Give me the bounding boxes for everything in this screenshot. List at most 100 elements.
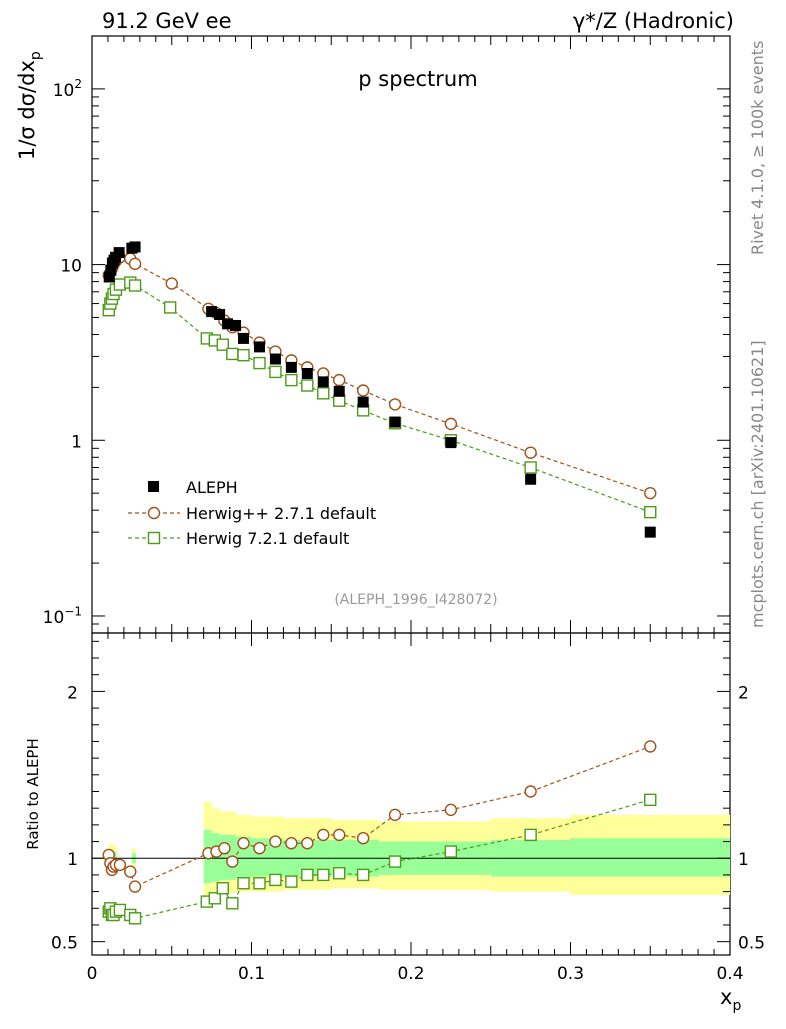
main-herwig7-point — [285, 373, 298, 387]
main-herwigpp-point — [165, 277, 178, 290]
ratio-herwig7-point — [285, 875, 298, 888]
main-herwig7-point — [269, 365, 282, 379]
main-y-label-1: 1 — [71, 432, 82, 452]
main-herwig7-point — [113, 278, 127, 291]
ratio-herwig7-point — [524, 828, 537, 842]
main-herwig7-point — [317, 387, 330, 400]
main-herwigpp-point — [388, 398, 402, 411]
ratio-herwigpp-point — [218, 842, 231, 855]
ratio-herwig7-point — [113, 903, 127, 917]
main-aleph-point — [269, 353, 281, 365]
rivet-version-text: Rivet 4.1.0, ≥ 100k events — [748, 41, 767, 255]
main-herwig7-point — [216, 338, 229, 351]
ratio-herwig7-point — [333, 867, 346, 880]
ratio-herwigpp-point — [388, 808, 402, 822]
main-herwig7-point — [524, 461, 537, 474]
main-aleph-point — [317, 376, 329, 388]
main-herwig7-point — [253, 356, 266, 370]
main-aleph-point — [206, 306, 218, 318]
legend-aleph-marker — [148, 481, 159, 492]
ratio-herwig7-point — [356, 868, 370, 882]
main-herwigpp-point — [333, 373, 346, 387]
ratio-herwigpp-point — [317, 828, 330, 842]
main-aleph-point — [301, 367, 313, 379]
x-tick-label: 0.1 — [238, 964, 265, 984]
main-y-label-10: 10 — [60, 257, 82, 277]
ratio-herwig7-point — [208, 892, 222, 905]
ratio-plot-frame — [91, 632, 731, 956]
header-right: γ*/Z (Hadronic) — [573, 9, 734, 33]
x-tick-label: 0.3 — [557, 964, 584, 984]
main-herwig7-point — [237, 348, 250, 362]
ratio-herwig7-point — [644, 793, 657, 807]
ratio-herwig7-point — [317, 868, 330, 882]
main-aleph-point — [357, 396, 369, 408]
main-aleph-point — [230, 320, 242, 332]
main-herwigpp-point — [356, 384, 370, 397]
ratio-herwig7-point — [388, 855, 402, 868]
main-series-layer — [102, 241, 657, 538]
ratio-y-label-right: 1 — [738, 850, 749, 870]
ratio-y-label-left: 2 — [67, 683, 78, 703]
header-left: 91.2 GeV ee — [102, 9, 232, 33]
main-herwig7-point — [644, 505, 657, 519]
ratio-y-label-left: 1 — [67, 850, 78, 870]
main-aleph-point — [238, 332, 250, 344]
ratio-axis-ticks: 0.5 0.5 1 1 2 2 0 0.1 0.2 0.3 0.4 — [51, 633, 765, 984]
main-herwig7-point — [226, 347, 239, 361]
ratio-series-layer — [102, 740, 657, 925]
main-aleph-point — [285, 361, 297, 373]
ratio-herwig7-point — [269, 873, 282, 887]
ratio-herwig7-point — [128, 912, 142, 925]
main-aleph-point — [103, 271, 115, 283]
main-aleph-point — [214, 308, 226, 320]
x-tick-label: 0.2 — [397, 964, 424, 984]
ratio-herwigpp-point — [124, 865, 137, 878]
ratio-herwigpp-point — [113, 858, 127, 872]
main-herwigpp-point — [524, 446, 537, 459]
legend-aleph-label: ALEPH — [186, 478, 238, 497]
ratio-herwigpp-point — [128, 880, 142, 893]
legend-herwig7-label: Herwig 7.2.1 default — [186, 529, 349, 548]
ratio-herwig7-point — [253, 877, 266, 890]
ratio-band-inner — [570, 838, 730, 877]
ratio-herwigpp-point — [301, 837, 314, 850]
x-tick-label: 0 — [87, 964, 98, 984]
x-axis-label: xp — [720, 985, 741, 1014]
ratio-herwigpp-point — [285, 837, 298, 850]
legend: ALEPH Herwig++ 2.7.1 default Herwig 7.2.… — [128, 478, 376, 548]
main-aleph-point — [105, 264, 117, 276]
main-aleph-point — [222, 318, 234, 330]
legend-herwigpp-label: Herwig++ 2.7.1 default — [186, 504, 376, 523]
watermark-label: (ALEPH_1996_I428072) — [334, 592, 497, 608]
main-herwig7-point — [128, 279, 142, 292]
legend-herwigpp-marker — [147, 506, 161, 520]
main-aleph-point — [644, 526, 656, 538]
ratio-herwig7-point — [301, 868, 314, 882]
ratio-y-label-left: 0.5 — [51, 934, 78, 954]
ratio-herwig7-point — [444, 845, 458, 858]
main-aleph-point — [445, 437, 457, 449]
main-y-label-100: 102 — [53, 77, 82, 101]
main-aleph-point — [525, 473, 537, 485]
main-y-axis-label: 1/σ dσ/dxp — [15, 51, 44, 160]
main-herwig7-point — [163, 301, 177, 314]
ratio-herwigpp-point — [644, 740, 657, 753]
legend-herwig7-marker — [147, 531, 161, 545]
main-herwig7-point — [333, 394, 346, 407]
main-aleph-point — [113, 247, 125, 259]
ratio-herwigpp-point — [226, 855, 239, 868]
main-herwigpp-line — [108, 256, 651, 494]
ratio-herwigpp-point — [356, 832, 370, 845]
main-chart-title: p spectrum — [358, 67, 477, 91]
main-herwigpp-point — [644, 486, 657, 500]
ratio-herwigpp-point — [253, 842, 266, 855]
main-herwig7-point — [301, 379, 314, 392]
main-aleph-point — [333, 385, 345, 397]
ratio-uncertainty-bands — [108, 801, 730, 902]
ratio-herwigpp-point — [444, 803, 458, 817]
mcplots-credit-text: mcplots.cern.ch [arXiv:2401.10621] — [748, 340, 767, 628]
ratio-herwigpp-point — [269, 835, 282, 848]
ratio-herwigpp-point — [333, 828, 346, 842]
